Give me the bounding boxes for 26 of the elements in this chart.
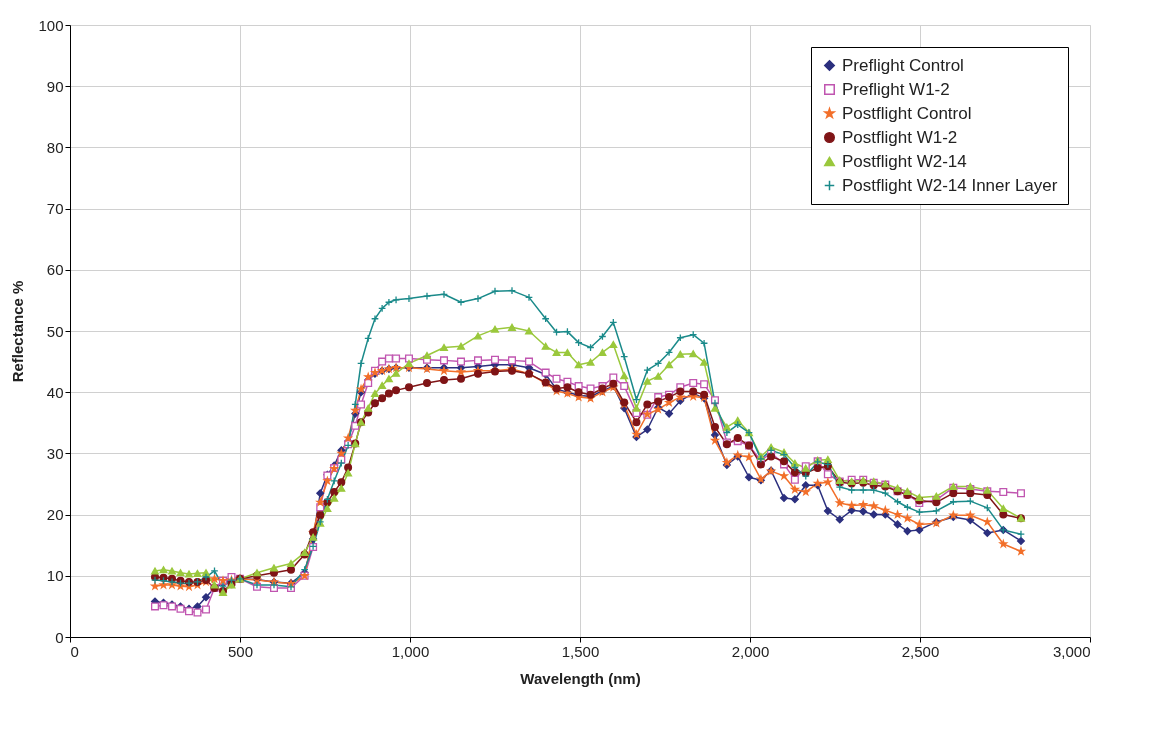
y-tick-label: 80 (46, 138, 64, 156)
y-tick-label: 20 (46, 506, 64, 524)
x-axis-title: Wavelength (nm) (520, 669, 641, 687)
x-tick-label: 500 (227, 642, 254, 660)
x-tick-label: 3,000 (1052, 642, 1091, 660)
legend-label: Preflight Control (842, 55, 964, 75)
legend-label: Postflight Control (842, 103, 972, 123)
legend-label: Postflight W2-14 (842, 151, 967, 171)
x-tick-label: 2,000 (731, 642, 770, 660)
y-tick-label: 10 (46, 567, 64, 585)
x-tick-label: 1,000 (391, 642, 430, 660)
y-tick-label: 60 (46, 261, 64, 279)
y-tick-label: 70 (46, 200, 64, 218)
y-axis-title: Reflectance % (9, 280, 27, 383)
y-tick-label: 0 (55, 628, 64, 646)
y-tick-label: 50 (46, 322, 64, 340)
legend-label: Preflight W1-2 (842, 79, 950, 99)
legend-label: Postflight W2-14 Inner Layer (842, 175, 1058, 195)
y-tick-label: 100 (38, 16, 64, 34)
y-tick-label: 40 (46, 383, 64, 401)
legend-label: Postflight W1-2 (842, 127, 958, 147)
x-tick-label: 2,500 (901, 642, 940, 660)
x-tick-label: 1,500 (561, 642, 600, 660)
y-tick-label: 90 (46, 77, 64, 95)
y-tick-label: 30 (46, 444, 64, 462)
x-tick-label: 0 (70, 642, 79, 660)
